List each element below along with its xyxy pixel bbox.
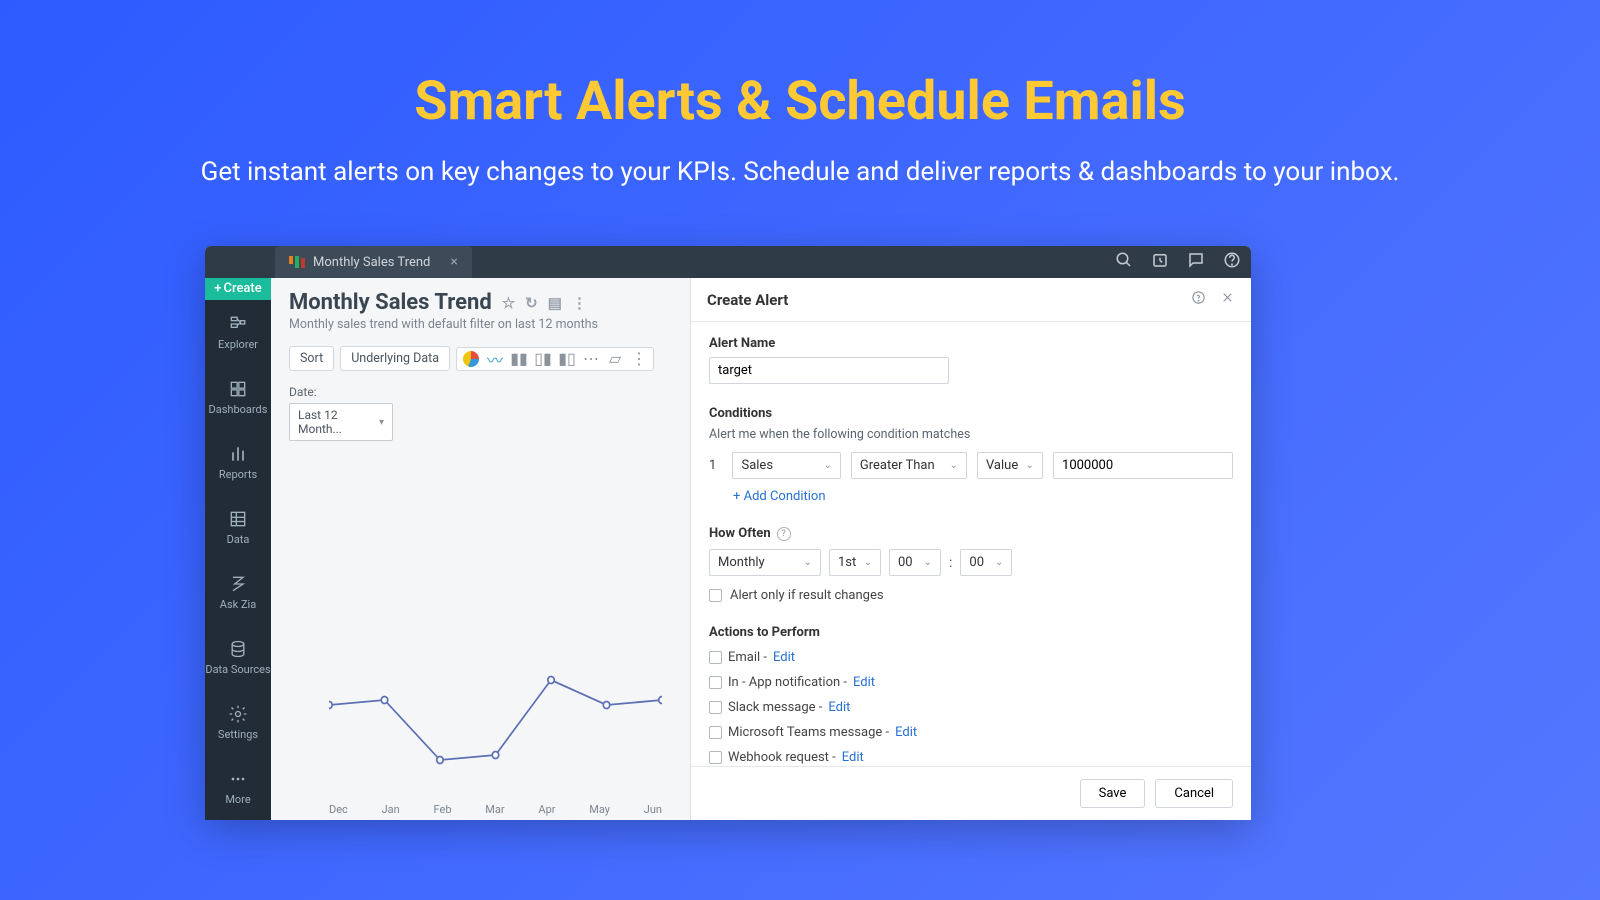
alert-only-checkbox[interactable] [709,589,722,602]
action-label: Webhook request - [728,750,836,765]
star-icon[interactable]: ☆ [502,294,515,312]
tab-label: Monthly Sales Trend [313,255,430,270]
action-checkbox[interactable] [709,676,722,689]
sidebar-item-askzia[interactable]: Ask Zia [205,560,271,625]
map-icon[interactable]: ▱ [607,351,623,367]
x-axis-label: Mar [485,803,504,816]
action-checkbox[interactable] [709,726,722,739]
sidebar-item-more[interactable]: More [205,755,271,820]
alert-only-label: Alert only if result changes [730,588,884,603]
edit-link[interactable]: Edit [842,750,864,765]
action-checkbox[interactable] [709,701,722,714]
report-description: Monthly sales trend with default filter … [289,317,672,332]
action-label: In - App notification - [728,675,847,690]
sidebar-item-datasources[interactable]: Data Sources [205,625,271,690]
chat-icon[interactable] [1187,251,1205,273]
create-button[interactable]: +Create [205,278,271,300]
bar-chart-icon[interactable]: ▮▮ [511,351,527,367]
action-checkbox[interactable] [709,651,722,664]
save-icon[interactable]: ▤ [548,294,562,312]
edit-link[interactable]: Edit [828,700,850,715]
condition-operator-select[interactable]: Greater Than⌄ [851,452,967,479]
condition-type-select[interactable]: Value⌄ [977,452,1043,479]
clock-icon[interactable] [1151,251,1169,273]
search-icon[interactable] [1115,251,1133,273]
x-axis-label: Jun [644,803,662,816]
save-button[interactable]: Save [1080,779,1146,808]
scatter-icon[interactable]: ⋯ [583,351,599,367]
alert-name-input[interactable] [709,357,949,384]
more-icon[interactable]: ⋮ [572,294,587,312]
action-checkbox[interactable] [709,751,722,764]
refresh-icon[interactable]: ↻ [525,294,538,312]
action-row: Microsoft Teams message - Edit [709,725,1233,740]
help-icon[interactable] [1191,290,1206,309]
edit-link[interactable]: Edit [773,650,795,665]
minute-select[interactable]: 00⌄ [960,549,1012,576]
pie-chart-icon[interactable] [463,351,479,367]
close-icon[interactable]: × [450,254,457,270]
report-area: Monthly Sales Trend ☆ ↻ ▤ ⋮ Monthly sale… [271,278,691,820]
x-axis-label: Apr [538,803,555,816]
panel-title: Create Alert [707,291,788,309]
actions-label: Actions to Perform [709,625,1233,640]
sidebar-item-reports[interactable]: Reports [205,430,271,495]
sidebar-item-dashboards[interactable]: Dashboards [205,365,271,430]
cancel-button[interactable]: Cancel [1155,779,1233,808]
topbar: Monthly Sales Trend × [205,246,1251,278]
underlying-data-button[interactable]: Underlying Data [340,346,450,371]
action-row: Webhook request - Edit [709,750,1233,765]
create-alert-panel: Create Alert Alert Name Conditions Alert… [691,278,1251,820]
help-icon[interactable] [1223,251,1241,273]
chart-type-toolbar: 〰 ▮▮ ▯▮ ▮▯ ⋯ ▱ ⋮ [456,347,654,371]
x-axis-label: Jan [382,803,400,816]
sidebar-item-data[interactable]: Data [205,495,271,560]
sort-button[interactable]: Sort [289,346,334,371]
action-row: Slack message - Edit [709,700,1233,715]
action-label: Microsoft Teams message - [728,725,889,740]
condition-number: 1 [709,458,722,473]
filter-label: Date: [289,385,672,399]
alert-name-label: Alert Name [709,336,1233,351]
action-label: Email - [728,650,767,665]
line-chart: Dec Jan Feb Mar Apr May Jun [289,620,672,820]
hour-select[interactable]: 00⌄ [889,549,941,576]
x-axis-label: Feb [434,803,452,816]
action-label: Slack message - [728,700,822,715]
edit-link[interactable]: Edit [895,725,917,740]
bar-chart-icon-2[interactable]: ▯▮ [535,351,551,367]
action-row: In - App notification - Edit [709,675,1233,690]
frequency-select[interactable]: Monthly⌄ [709,549,821,576]
how-often-label: How Often [709,526,771,541]
toolbar-more-icon[interactable]: ⋮ [631,351,647,367]
x-axis-label: Dec [329,803,348,816]
add-condition-link[interactable]: + Add Condition [733,489,1233,504]
edit-link[interactable]: Edit [853,675,875,690]
conditions-sublabel: Alert me when the following condition ma… [709,427,1233,442]
date-filter-select[interactable]: Last 12 Month...▾ [289,403,393,441]
sidebar: +Create Explorer Dashboards Reports Data… [205,278,271,820]
day-select[interactable]: 1st⌄ [829,549,881,576]
bar-chart-icon-3[interactable]: ▮▯ [559,351,575,367]
chart-icon [289,256,305,268]
action-row: Email - Edit [709,650,1233,665]
report-tab[interactable]: Monthly Sales Trend × [275,246,472,278]
x-axis-label: May [589,803,610,816]
sidebar-item-settings[interactable]: Settings [205,690,271,755]
sidebar-item-explorer[interactable]: Explorer [205,300,271,365]
hero-subtitle: Get instant alerts on key changes to you… [0,157,1600,187]
report-title: Monthly Sales Trend [289,290,492,315]
help-icon[interactable]: ? [777,527,791,541]
hero-title: Smart Alerts & Schedule Emails [0,70,1600,133]
close-icon[interactable] [1220,290,1235,309]
conditions-label: Conditions [709,406,1233,421]
condition-field-select[interactable]: Sales⌄ [732,452,840,479]
app-window: Monthly Sales Trend × +Create Explorer D… [205,246,1251,820]
condition-value-input[interactable] [1053,452,1233,479]
line-chart-icon[interactable]: 〰 [487,351,503,367]
